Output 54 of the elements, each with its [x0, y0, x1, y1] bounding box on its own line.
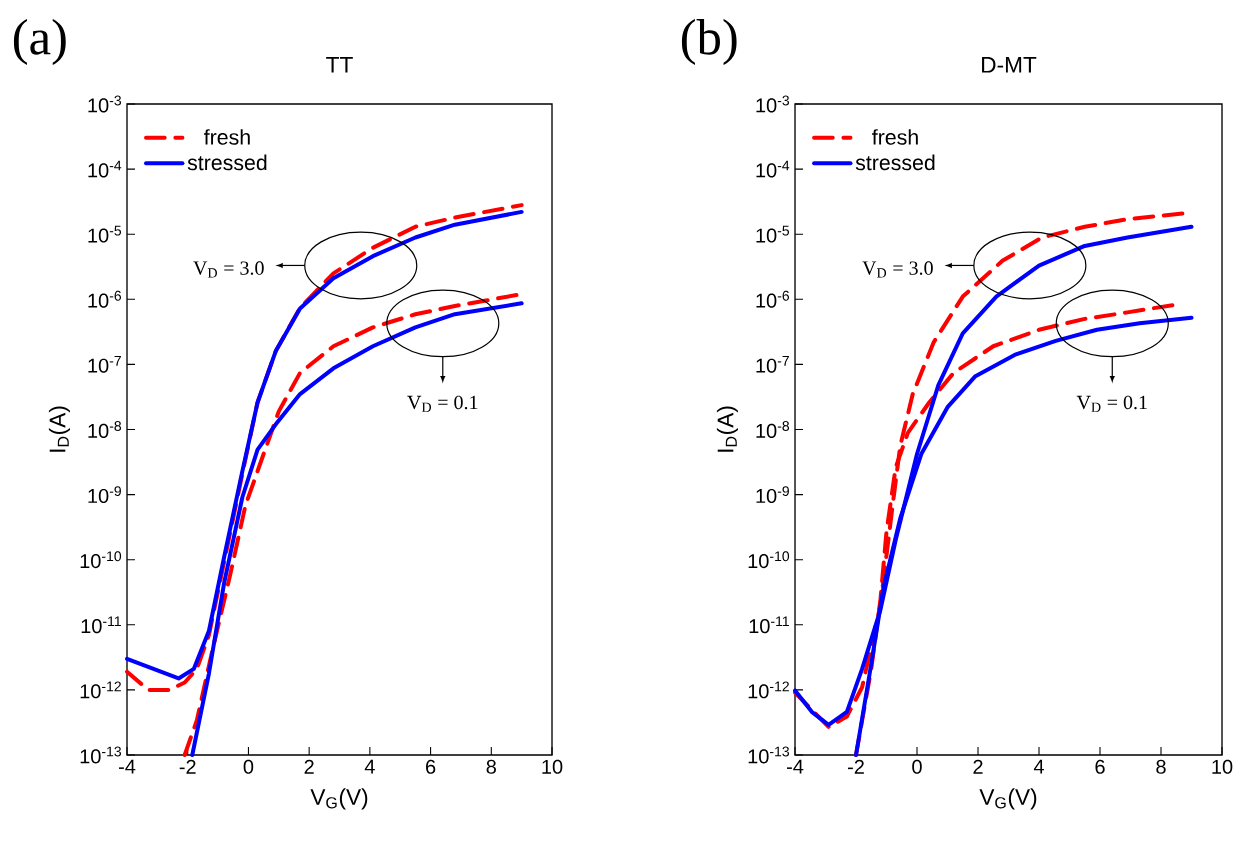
- chart-title: TT: [326, 57, 353, 73]
- y-tick-label: 10$^{-12}$: [748, 681, 789, 699]
- x-tick-label: 4: [1033, 759, 1044, 774]
- y-tick-label: 10$^{-10}$: [80, 551, 122, 569]
- x-tick-label: 0: [912, 759, 922, 774]
- y-tick-label: 10$^{-11}$: [81, 616, 121, 634]
- y-axis-title: I$_{D}$(A): [48, 406, 70, 452]
- y-tick-label: 10$^{-12}$: [80, 681, 121, 699]
- annotation: V$_{D}$ = 0.1: [407, 395, 478, 412]
- y-tick-label: 10$^{-3}$: [88, 95, 122, 113]
- y-tick-label: 10$^{-3}$: [756, 95, 790, 113]
- x-axis-title: V$_{G}$(V): [310, 788, 368, 810]
- x-tick-label: -2: [179, 759, 196, 774]
- x-tick-label: 2: [304, 759, 314, 774]
- x-tick-label: 0: [243, 759, 254, 774]
- annotation: V$_{D}$ = 0.1: [1076, 395, 1147, 412]
- y-tick-label: 10$^{-9}$: [88, 486, 121, 504]
- text: (b): [681, 19, 737, 65]
- y-tick-label: 10$^{-8}$: [88, 421, 122, 438]
- chart-title: D-MT: [982, 57, 1037, 73]
- legend-label: stressed: [855, 154, 935, 171]
- x-tick-label: 10: [542, 759, 563, 774]
- x-tick-label: 8: [1156, 759, 1166, 774]
- y-tick-label: 10$^{-4}$: [756, 160, 790, 178]
- x-tick-label: -2: [848, 759, 864, 774]
- x-tick-label: -4: [119, 759, 136, 774]
- x-tick-label: 4: [364, 759, 375, 774]
- text: (a): [13, 19, 66, 65]
- y-tick-label: 10$^{-11}$: [749, 616, 789, 634]
- y-tick-label: 10$^{-6}$: [88, 290, 122, 308]
- y-tick-label: 10$^{-7}$: [756, 356, 789, 373]
- y-tick-label: 10$^{-7}$: [88, 356, 121, 373]
- y-tick-label: 10$^{-6}$: [756, 290, 790, 308]
- x-axis-title: V$_{G}$(V): [979, 788, 1037, 810]
- y-tick-label: 10$^{-10}$: [748, 551, 790, 569]
- legend-label: stressed: [187, 154, 267, 171]
- x-tick-label: 8: [486, 759, 496, 774]
- y-tick-label: 10$^{-13}$: [80, 746, 122, 764]
- x-tick-label: 6: [1095, 759, 1105, 774]
- y-tick-label: 10$^{-8}$: [756, 421, 790, 438]
- y-tick-label: 10$^{-5}$: [756, 225, 790, 243]
- annotation: V$_{D}$ = 3.0: [862, 261, 933, 278]
- x-tick-label: 2: [973, 759, 983, 774]
- legend-label: fresh: [204, 129, 250, 145]
- x-tick-label: 6: [426, 759, 436, 774]
- y-tick-label: 10$^{-9}$: [756, 486, 789, 504]
- x-tick-label: -4: [787, 759, 804, 774]
- legend-label: fresh: [872, 129, 918, 145]
- annotation: V$_{D}$ = 3.0: [193, 261, 264, 278]
- y-tick-label: 10$^{-13}$: [748, 746, 790, 764]
- x-tick-label: 10: [1212, 759, 1233, 774]
- y-tick-label: 10$^{-4}$: [88, 160, 122, 178]
- y-axis-title: I$_{D}$(A): [716, 406, 738, 452]
- y-tick-label: 10$^{-5}$: [88, 225, 122, 243]
